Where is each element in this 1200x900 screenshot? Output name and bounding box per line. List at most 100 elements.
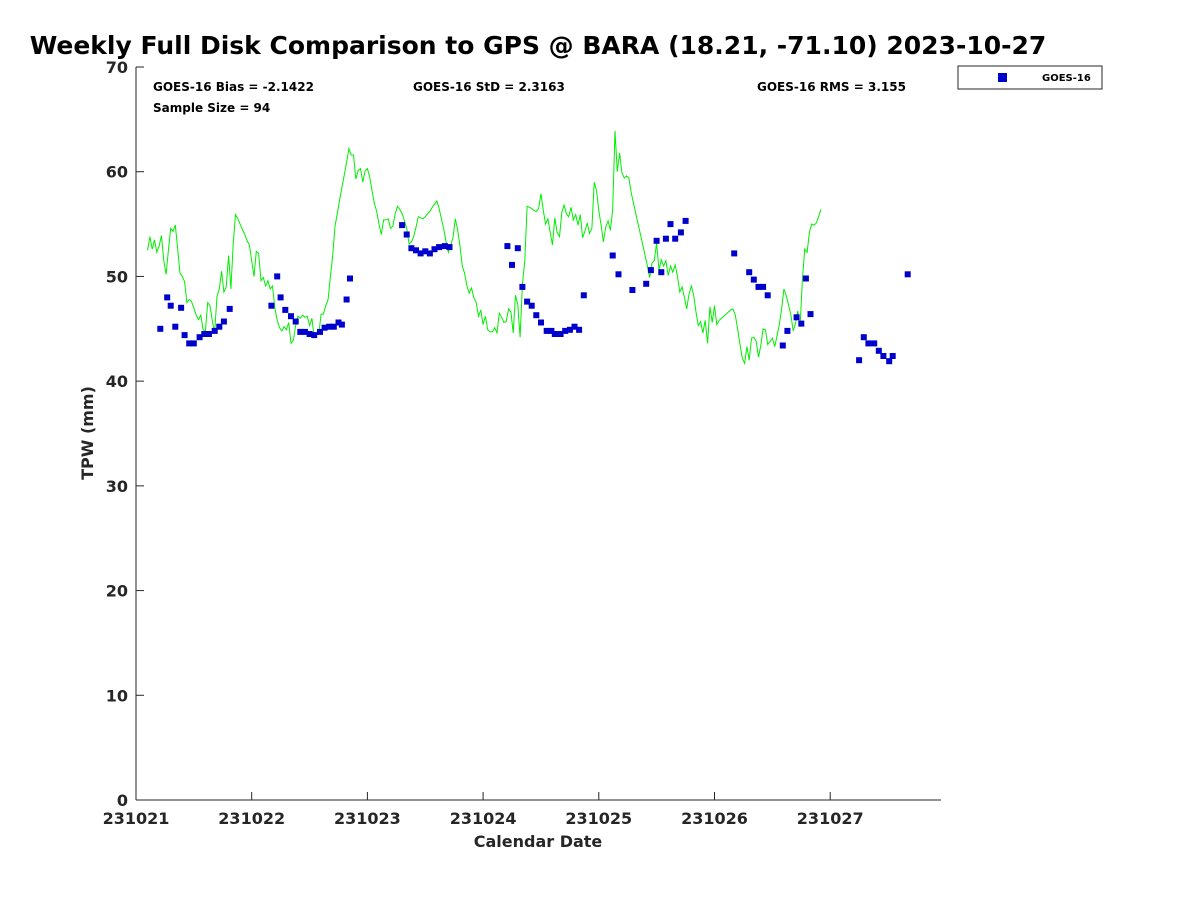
goes-16-point xyxy=(576,326,583,333)
goes-16-point xyxy=(509,261,515,268)
goes-16-point xyxy=(211,327,218,334)
x-tick-label: 231024 xyxy=(450,809,517,828)
bias-stat: GOES-16 Bias = -2.1422 xyxy=(153,80,314,94)
goes-16-point xyxy=(190,340,197,347)
x-tick-label: 231027 xyxy=(797,809,864,828)
goes-16-point xyxy=(306,331,313,337)
goes-16-point xyxy=(807,311,814,318)
x-axis-ticks: 231021 231022 231023 231024 231025 231026 2310… xyxy=(103,792,864,828)
goes-16-point xyxy=(566,326,573,333)
y-axis-ticks: 0 10 20 30 40 50 60 70 xyxy=(106,58,144,810)
goes-16-point xyxy=(181,332,188,339)
goes-16-point xyxy=(335,319,342,326)
goes-16-point xyxy=(731,250,738,257)
goes-16-point xyxy=(880,353,887,359)
x-tick-label: 231023 xyxy=(334,809,401,828)
goes-16-point xyxy=(330,323,337,330)
goes-16-point xyxy=(288,313,294,320)
goes-16-point xyxy=(167,302,174,309)
goes-16-point xyxy=(220,318,227,325)
goes-16-point xyxy=(764,292,771,299)
goes-16-point xyxy=(662,235,669,242)
goes-16-point xyxy=(172,323,179,330)
legend-label-goes-16: GOES-16 xyxy=(1042,73,1091,84)
goes-16-point xyxy=(746,269,753,276)
rms-stat: GOES-16 RMS = 3.155 xyxy=(757,80,906,94)
goes-16-point xyxy=(326,323,333,330)
x-tick-label: 231022 xyxy=(218,809,285,828)
goes-16-point xyxy=(865,340,872,347)
gps-series-line xyxy=(147,130,822,366)
goes-16-point xyxy=(886,358,893,365)
goes-16-point xyxy=(514,245,521,252)
x-tick-label: 231025 xyxy=(565,809,632,828)
goes-16-point xyxy=(408,245,415,252)
goes-16-point xyxy=(543,327,550,334)
goes-16-point xyxy=(205,331,212,337)
goes-16-point xyxy=(750,276,757,283)
y-tick-label: 50 xyxy=(106,267,128,286)
goes-16-point xyxy=(431,246,438,253)
goes-16-point xyxy=(760,283,767,290)
goes-16-point xyxy=(311,332,318,339)
goes-16-point xyxy=(504,243,511,250)
goes-16-point xyxy=(667,221,674,228)
goes-16-point xyxy=(519,283,526,290)
goes-16-point xyxy=(580,292,587,299)
y-tick-label: 40 xyxy=(106,372,128,391)
goes-16-point xyxy=(157,325,164,332)
goes-16-point xyxy=(347,275,353,282)
goes-16-point xyxy=(201,331,208,337)
goes-16-point xyxy=(557,331,564,337)
goes-16-point xyxy=(860,334,867,341)
goes-16-point xyxy=(403,231,410,238)
goes-16-point xyxy=(562,327,569,334)
goes-16-point xyxy=(682,217,689,224)
goes-16-point xyxy=(426,250,433,257)
x-axis-label: Calendar Date xyxy=(474,832,603,851)
goes-16-point xyxy=(216,323,223,330)
y-tick-label: 10 xyxy=(106,686,128,705)
y-tick-label: 30 xyxy=(106,477,128,496)
goes-16-point xyxy=(571,323,578,330)
goes-16-point xyxy=(317,328,323,335)
goes-16-point xyxy=(446,244,453,251)
goes-16-point xyxy=(338,321,345,328)
sample-size-stat: Sample Size = 94 xyxy=(153,101,270,115)
goes-16-point xyxy=(399,222,406,229)
goes-16-point xyxy=(798,320,805,327)
y-tick-label: 0 xyxy=(117,791,128,810)
goes-16-point xyxy=(629,287,636,293)
goes-16-point xyxy=(653,237,660,244)
goes-16-point xyxy=(196,334,203,341)
goes-16-point xyxy=(343,296,350,303)
goes-16-point xyxy=(292,318,299,325)
goes-16-point xyxy=(164,294,171,301)
goes-16-point xyxy=(548,327,555,334)
goes-16-point xyxy=(524,298,531,305)
goes-16-point xyxy=(875,347,882,354)
goes-16-point xyxy=(889,353,896,359)
goes-16-point xyxy=(677,229,684,236)
goes-16-point xyxy=(297,328,304,335)
goes-16-point xyxy=(658,269,665,276)
y-tick-label: 70 xyxy=(106,58,128,77)
goes-16-point xyxy=(802,275,809,282)
legend-marker-goes-16 xyxy=(998,73,1007,82)
plot-area xyxy=(135,67,941,801)
goes-16-point xyxy=(647,267,654,274)
goes-16-point xyxy=(779,342,786,349)
goes-16-point xyxy=(904,271,911,278)
y-tick-label: 60 xyxy=(106,163,128,182)
chart-title: Weekly Full Disk Comparison to GPS @ BAR… xyxy=(30,31,1047,60)
goes-16-point xyxy=(274,273,281,280)
goes-16-point xyxy=(856,357,863,364)
goes-16-series-markers xyxy=(157,217,911,365)
goes-16-point xyxy=(301,328,308,335)
goes-16-point xyxy=(643,280,650,287)
goes-16-point xyxy=(321,324,328,331)
goes-16-point xyxy=(413,247,419,254)
legend: GOES-16 xyxy=(957,65,1103,90)
goes-16-point xyxy=(533,312,540,319)
